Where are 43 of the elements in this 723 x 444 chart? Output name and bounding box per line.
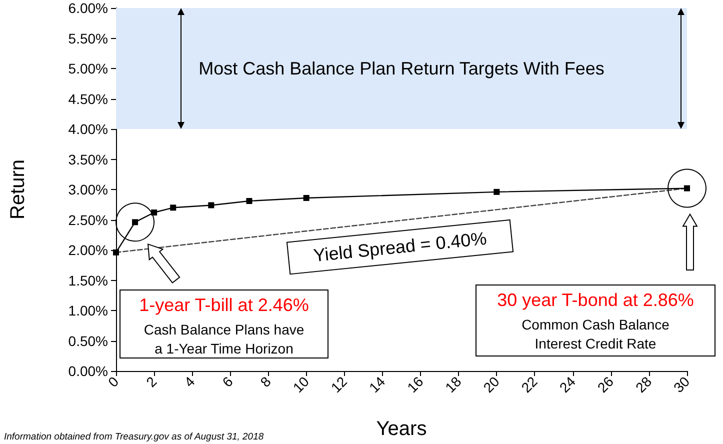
point <box>494 188 500 195</box>
y-tick-label: 0.50% <box>68 332 108 349</box>
annotation: 1-year T-bill at 2.46% <box>139 295 309 315</box>
annotation: Cash Balance Plans have a 1-Year Time Horizon <box>144 322 304 356</box>
x-tick-label: 10 <box>290 373 312 396</box>
annotation: 30 year T-bond at 2.86% <box>497 290 694 310</box>
y-tick-label: 3.00% <box>68 182 108 198</box>
x-axis-title: Years <box>376 418 427 440</box>
point <box>246 198 252 204</box>
x-tick-label: 20 <box>480 373 502 396</box>
x-tick-label: 14 <box>366 373 388 396</box>
x-tick-label: 8 <box>257 373 274 390</box>
x-tick-label: 22 <box>518 373 541 396</box>
y-tick-label: 4.50% <box>68 90 108 107</box>
y-tick-label: 2.00% <box>68 242 108 258</box>
y-axis-title: Return <box>7 159 29 220</box>
point <box>113 249 119 256</box>
y-tick-label: 4.00% <box>68 121 108 137</box>
x-tick-label: 26 <box>594 373 617 396</box>
y-tick-label: 3.50% <box>68 151 108 168</box>
y-tick-label: 2.50% <box>68 212 108 228</box>
x-tick-label: 16 <box>404 373 426 396</box>
x-tick-label: 12 <box>328 373 350 396</box>
text: Information obtained from Treasury.gov as of August 31, 2018 <box>4 432 264 442</box>
band-label: Most Cash Balance Plan Return Targets With Fees <box>198 58 604 78</box>
y-tick-label: 5.00% <box>68 60 108 76</box>
x-tick-label: 24 <box>556 373 579 396</box>
x-tick-label: 30 <box>670 373 693 396</box>
annotation: Yield Spread = 0.40% <box>312 228 488 266</box>
x-tick-label: 18 <box>442 373 464 396</box>
y-tick-label: 1.50% <box>68 272 108 288</box>
annotation: Common Cash Balance Interest Credit Rate <box>522 316 670 352</box>
y-tick-label: 1.00% <box>68 302 108 318</box>
y-tick-label: 5.50% <box>68 30 108 46</box>
point <box>303 194 310 201</box>
point <box>208 202 214 208</box>
point <box>170 204 176 211</box>
x-tick-label: 6 <box>219 373 236 390</box>
x-tick-label: 28 <box>632 373 655 396</box>
x-tick-label: 2 <box>142 373 160 390</box>
y-tick-label: 0.00% <box>68 363 108 379</box>
y-tick-label: 6.00% <box>68 0 108 16</box>
x-tick-label: 4 <box>180 373 198 390</box>
